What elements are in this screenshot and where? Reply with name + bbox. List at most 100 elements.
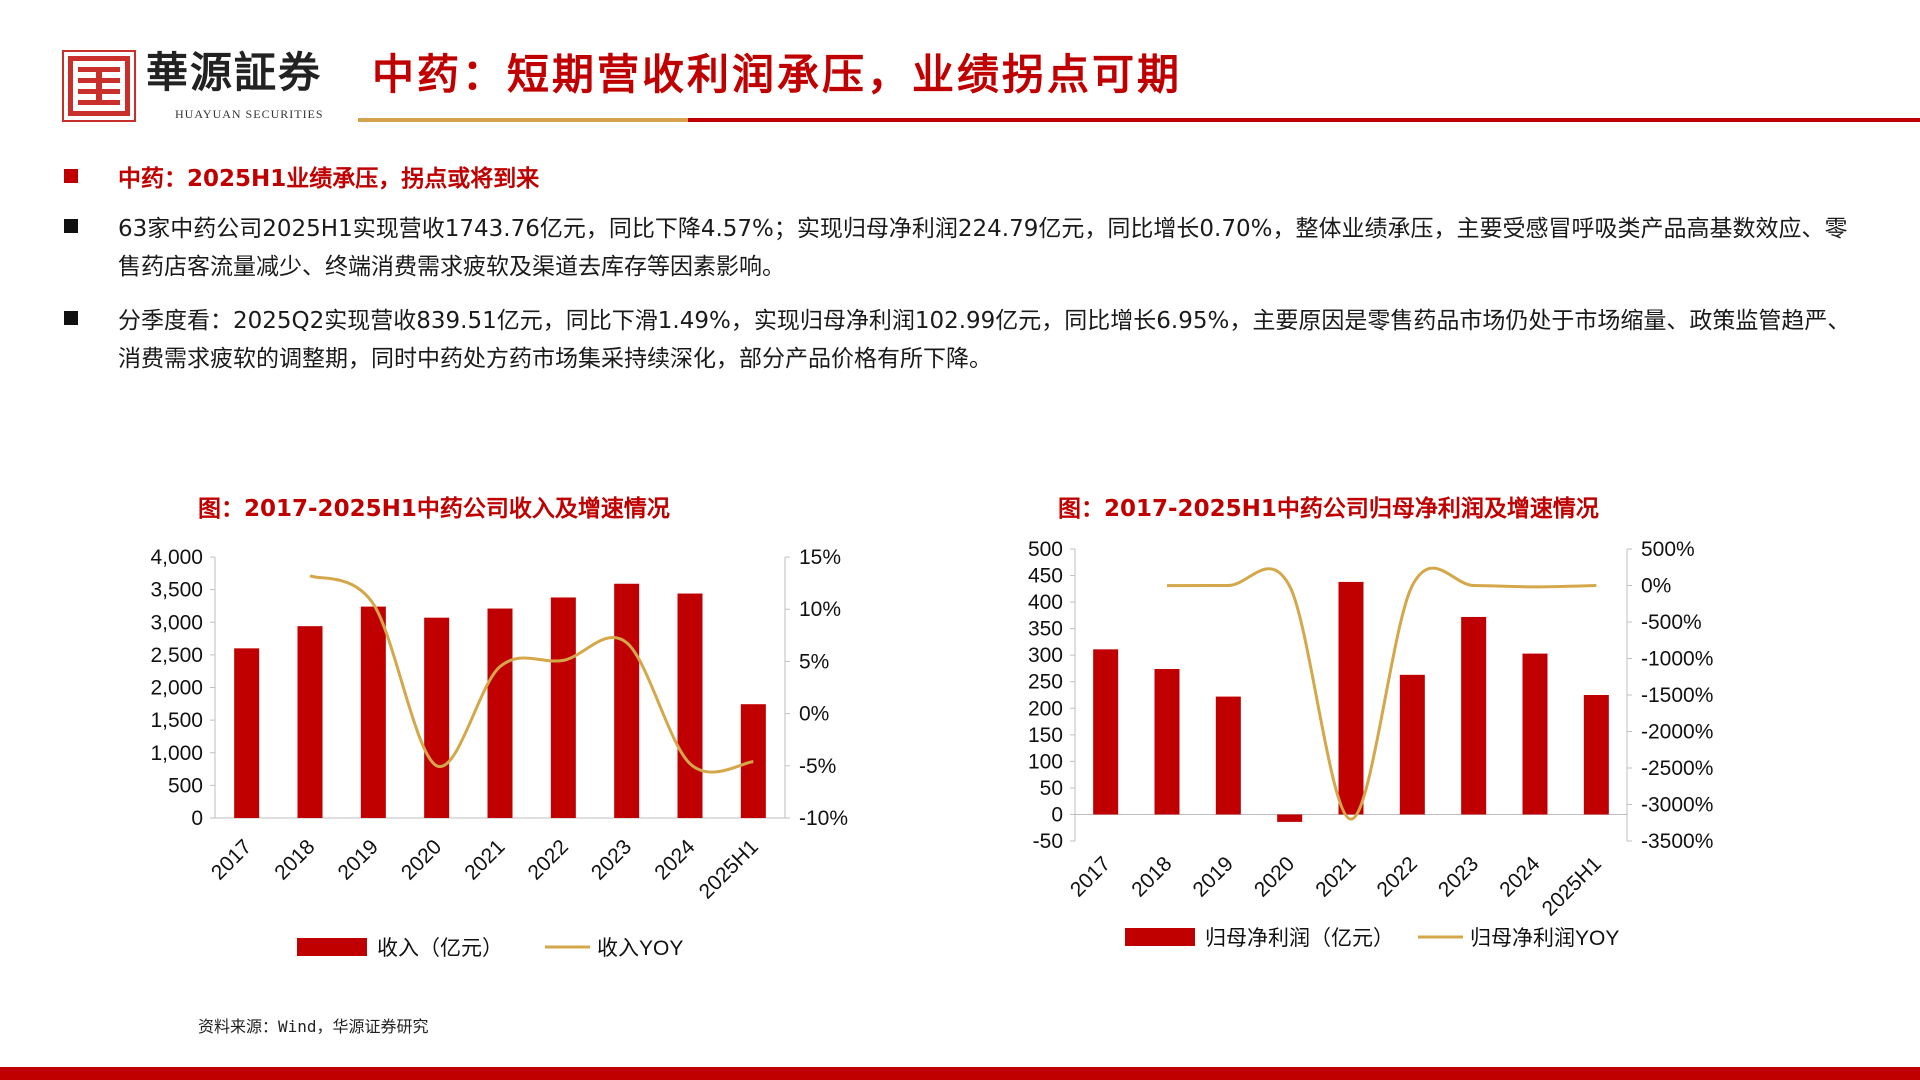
y2-tick-label: 15% [799,546,841,569]
bar [1461,616,1487,815]
x-tick-label: 2020 [1250,852,1299,901]
bullet-square-icon [64,169,78,183]
bullet-heading: 中药：2025H1业绩承压，拐点或将到来 [64,160,1864,200]
x-tick-label: 2020 [397,835,446,884]
y2-tick-label: 0% [1641,575,1671,598]
x-tick-label: 2025H1 [695,835,763,903]
bullet-square-icon [64,311,78,325]
y-tick-label: 1,000 [150,742,203,765]
y2-tick-label: -3000% [1641,794,1713,817]
x-tick-label: 2022 [524,835,573,884]
bar [1277,814,1303,822]
y2-tick-label: 5% [799,650,829,673]
y-tick-label: 2,500 [150,644,203,667]
x-tick-label: 2021 [460,835,509,884]
y2-tick-label: -3500% [1641,830,1713,853]
y-tick-label: 500 [168,774,203,797]
y2-tick-label: -1500% [1641,684,1713,707]
chart-title-revenue: 图：2017-2025H1中药公司收入及增速情况 [198,496,670,522]
legend-bar-swatch [1125,928,1195,946]
bar [424,617,450,818]
bar [1215,696,1241,815]
bar [1093,649,1119,815]
legend-bar-label: 归母净利润（亿元） [1205,927,1394,950]
bar [234,648,260,818]
legend-line-label: 归母净利润YOY [1470,927,1619,950]
x-tick-label: 2018 [1127,852,1176,901]
y2-tick-label: -10% [799,807,848,830]
x-tick-label: 2023 [587,835,636,884]
bullet-square-icon [64,219,78,233]
y-tick-label: 3,000 [150,611,203,634]
y-tick-label: 150 [1028,724,1063,747]
y-tick-label: 200 [1028,697,1063,720]
x-tick-label: 2018 [270,835,319,884]
title-underline-gold [358,118,688,122]
bar [1338,581,1364,815]
y-tick-label: 400 [1028,591,1063,614]
footer-bar [0,1067,1920,1080]
y-tick-label: 300 [1028,644,1063,667]
y2-tick-label: -5% [799,755,836,778]
y2-tick-label: -2000% [1641,721,1713,744]
y-tick-label: 500 [1028,538,1063,561]
y-tick-label: 0 [191,807,203,830]
x-tick-label: 2021 [1311,852,1360,901]
y-tick-label: 3,500 [150,579,203,602]
bar [550,597,576,818]
y-tick-label: 0 [1051,803,1063,826]
bar [1399,674,1425,815]
x-tick-label: 2022 [1373,852,1422,901]
bar [740,704,766,818]
x-tick-label: 2017 [207,835,256,884]
legend-bar-swatch [297,938,367,956]
y2-tick-label: 500% [1641,538,1695,561]
bar [677,593,703,818]
x-tick-label: 2019 [334,835,383,884]
yoy-line [1166,566,1597,821]
x-tick-label: 2019 [1189,852,1238,901]
yoy-line [309,574,754,774]
y-tick-label: 450 [1028,565,1063,588]
bar [297,626,323,818]
brand-name: 華源証券 [146,48,323,97]
y2-tick-label: -2500% [1641,757,1713,780]
y2-tick-label: 0% [799,703,829,726]
brand-name-english: HUAYUAN SECURITIES [175,107,324,121]
x-tick-label: 2025H1 [1538,852,1606,920]
y2-tick-label: -1000% [1641,648,1713,671]
bar [487,608,513,818]
y-tick-label: -50 [1033,830,1063,853]
x-tick-label: 2024 [650,835,700,885]
legend-bar-label: 收入（亿元） [377,937,503,960]
y-tick-label: 50 [1040,777,1063,800]
bar [1154,668,1180,815]
bar [1522,653,1548,815]
bullet-text: 分季度看：2025Q2实现营收839.51亿元，同比下滑1.49%，实现归母净利… [118,308,1851,372]
huayuan-logo-icon [62,50,136,122]
source-note: 资料来源：Wind，华源证券研究 [198,1017,429,1036]
y-tick-label: 1,500 [150,709,203,732]
y-tick-label: 4,000 [150,546,203,569]
bar [1583,695,1609,815]
chart-title-profit: 图：2017-2025H1中药公司归母净利润及增速情况 [1058,496,1599,522]
title-underline-red [688,118,1920,122]
y-tick-label: 350 [1028,618,1063,641]
y2-tick-label: -500% [1641,611,1702,634]
bullet-item: 63家中药公司2025H1实现营收1743.76亿元，同比下降4.57%；实现归… [64,210,1864,290]
y2-tick-label: 10% [799,598,841,621]
y-tick-label: 100 [1028,750,1063,773]
bullet-text: 63家中药公司2025H1实现营收1743.76亿元，同比下降4.57%；实现归… [118,216,1848,280]
bar [614,583,640,818]
x-tick-label: 2024 [1495,852,1545,902]
y-tick-label: 2,000 [150,677,203,700]
x-tick-label: 2017 [1066,852,1115,901]
bullet-text: 中药：2025H1业绩承压，拐点或将到来 [118,166,540,192]
bullet-item: 分季度看：2025Q2实现营收839.51亿元，同比下滑1.49%，实现归母净利… [64,302,1864,382]
page-title: 中药：短期营收利润承压，业绩拐点可期 [372,50,1183,99]
legend-line-label: 收入YOY [597,937,683,960]
bar [360,606,386,818]
y-tick-label: 250 [1028,671,1063,694]
x-tick-label: 2023 [1434,852,1483,901]
